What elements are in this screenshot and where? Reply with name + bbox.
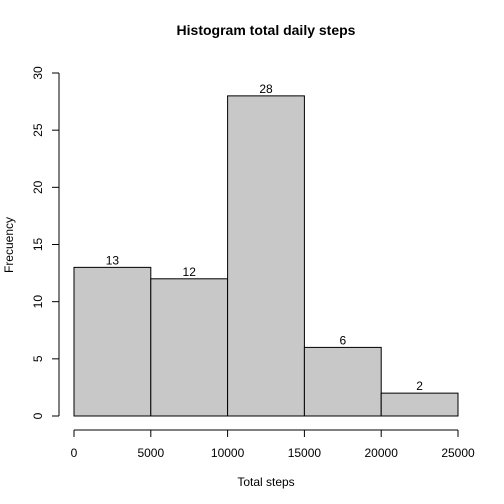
x-tick-label: 0 <box>71 446 78 460</box>
x-tick-label: 10000 <box>211 446 245 460</box>
bars-group <box>73 95 459 417</box>
y-tick-label: 10 <box>31 295 45 309</box>
chart-title: Histogram total daily steps <box>177 22 356 38</box>
y-tick-label: 0 <box>31 412 45 419</box>
bar-count-label: 2 <box>416 379 423 393</box>
x-axis: 0 5000 10000 15000 20000 25000 <box>71 429 475 460</box>
bar-count-label: 13 <box>106 253 120 267</box>
y-tick-label: 30 <box>31 66 45 80</box>
histogram-bar <box>303 346 382 417</box>
histogram-bar <box>380 392 459 417</box>
x-tick-label: 5000 <box>137 446 164 460</box>
y-tick-label: 20 <box>31 180 45 194</box>
y-axis-label: Frecuency <box>2 217 16 273</box>
y-tick-label: 25 <box>31 123 45 137</box>
histogram-bar <box>73 266 152 417</box>
bar-count-label: 12 <box>183 265 197 279</box>
x-axis-label: Total steps <box>237 475 294 489</box>
bar-count-label: 28 <box>259 82 273 96</box>
y-axis: 0 5 10 15 20 25 30 <box>31 66 60 419</box>
bar-labels-group: 13 12 28 6 2 <box>106 82 424 393</box>
x-tick-label: 20000 <box>365 446 399 460</box>
y-tick-label: 15 <box>31 238 45 252</box>
histogram-bar <box>227 95 305 417</box>
x-tick-label: 15000 <box>288 446 322 460</box>
bar-count-label: 6 <box>339 333 346 347</box>
histogram-bar <box>150 278 229 417</box>
x-tick-label: 25000 <box>441 446 475 460</box>
y-tick-label: 5 <box>31 355 45 362</box>
